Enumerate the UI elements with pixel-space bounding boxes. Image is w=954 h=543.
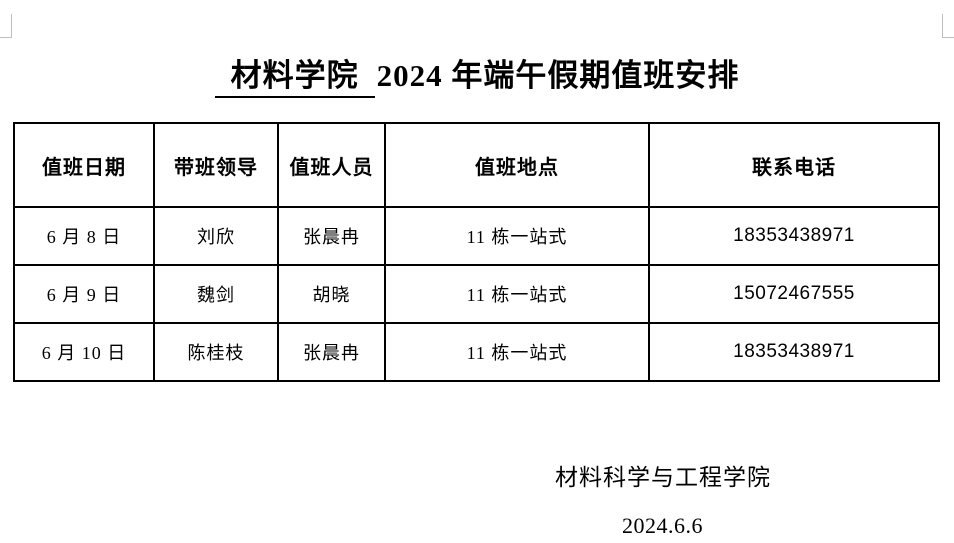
- col-header-duty-date: 值班日期: [13, 122, 155, 208]
- signature-date: 2024.6.6: [622, 513, 703, 538]
- cell-contact-phone: 18353438971: [648, 206, 940, 266]
- page-title-rest: 2024 年端午假期值班安排: [376, 58, 740, 93]
- col-header-duty-location: 值班地点: [384, 122, 650, 208]
- table-row: 6 月 8 日 刘欣 张晨冉 11 栋一站式 18353438971: [13, 206, 940, 266]
- cell-duty-location: 11 栋一站式: [384, 206, 650, 266]
- col-header-duty-person: 值班人员: [277, 122, 386, 208]
- cell-lead-officer: 陈桂枝: [153, 322, 279, 382]
- cell-duty-location: 11 栋一站式: [384, 264, 650, 324]
- col-header-contact-phone: 联系电话: [648, 122, 940, 208]
- page-title-underlined-part: 材料学院: [214, 58, 375, 98]
- table-row: 6 月 9 日 魏剑 胡晓 11 栋一站式 15072467555: [13, 264, 940, 324]
- signature-block: 材料科学与工程学院 2024.6.6: [555, 458, 770, 539]
- cell-duty-date: 6 月 8 日: [13, 206, 155, 266]
- cell-duty-person: 张晨冉: [277, 322, 386, 382]
- cell-duty-date: 6 月 10 日: [13, 322, 155, 382]
- page-title: 材料学院 2024 年端午假期值班安排: [0, 50, 954, 98]
- table-header-row: 值班日期 带班领导 值班人员 值班地点 联系电话: [13, 122, 940, 208]
- cell-lead-officer: 魏剑: [153, 264, 279, 324]
- cell-duty-person: 张晨冉: [277, 206, 386, 266]
- cell-contact-phone: 18353438971: [648, 322, 940, 382]
- cell-contact-phone: 15072467555: [648, 264, 940, 324]
- cell-lead-officer: 刘欣: [153, 206, 279, 266]
- duty-schedule-table: 值班日期 带班领导 值班人员 值班地点 联系电话 6 月 8 日 刘欣 张晨冉 …: [13, 122, 940, 382]
- col-header-lead-officer: 带班领导: [153, 122, 279, 208]
- cell-duty-person: 胡晓: [277, 264, 386, 324]
- cell-duty-location: 11 栋一站式: [384, 322, 650, 382]
- cell-duty-date: 6 月 9 日: [13, 264, 155, 324]
- crop-mark-top-right: [942, 14, 954, 38]
- signature-org-name: 材料科学与工程学院: [555, 465, 771, 490]
- table-row: 6 月 10 日 陈桂枝 张晨冉 11 栋一站式 18353438971: [13, 322, 940, 382]
- crop-mark-top-left: [0, 14, 12, 38]
